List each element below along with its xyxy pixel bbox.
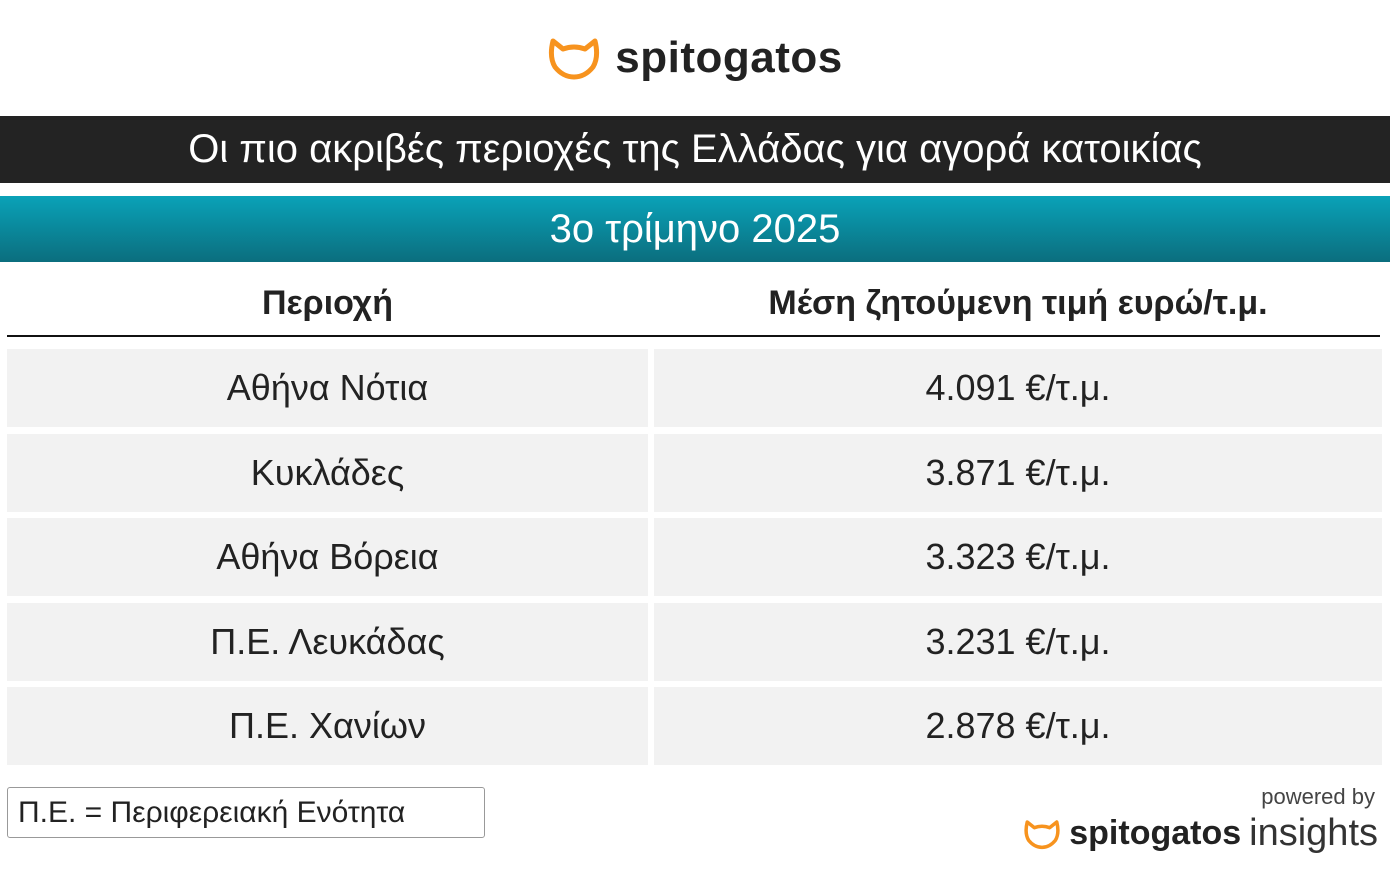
region-cell: Π.Ε. Χανίων [7, 687, 648, 765]
price-cell: 2.878 €/τ.μ. [654, 687, 1382, 765]
powered-by: powered by [1261, 784, 1375, 809]
region-cell: Αθήνα Νότια [7, 349, 648, 427]
header-rule [7, 335, 1380, 337]
region-cell: Π.Ε. Λευκάδας [7, 602, 648, 681]
price-cell: 3.871 €/τ.μ. [654, 433, 1382, 512]
price-cell: 3.323 €/τ.μ. [654, 518, 1382, 596]
footnote: Π.Ε. = Περιφερειακή Ενότητα [7, 787, 485, 838]
subtitle: 3ο τρίμηνο 2025 [0, 196, 1390, 262]
cat-icon [549, 38, 600, 80]
column-header: Περιοχή [261, 283, 394, 322]
logo: spitogatos [0, 28, 1390, 88]
column-header: Μέση ζητούμενη τιμή ευρώ/τ.μ. [768, 283, 1268, 322]
price-cell: 4.091 €/τ.μ. [654, 349, 1382, 427]
price-cell: 3.231 €/τ.μ. [654, 602, 1382, 681]
region-cell: Κυκλάδες [7, 433, 648, 512]
footer-brand: spitogatos insights [1023, 812, 1378, 855]
brand-product: insights [1249, 812, 1378, 854]
title: Οι πιο ακριβές περιοχές της Ελλάδας για … [0, 116, 1390, 183]
logo-text: spitogatos [615, 33, 843, 82]
cat-icon [1024, 819, 1060, 849]
region-cell: Αθήνα Βόρεια [7, 518, 648, 596]
brand-name: spitogatos [1069, 814, 1242, 852]
